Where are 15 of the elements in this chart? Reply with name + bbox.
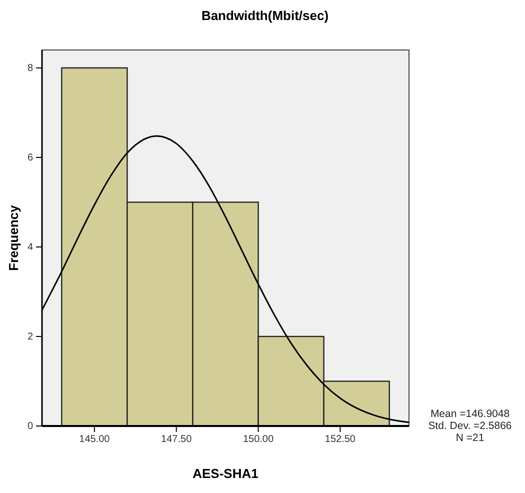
y-tick-label: 6 [27,152,34,164]
text: Std. Dev. =2.5866 [428,420,512,432]
x-axis-title: AES-SHA1 [192,466,258,481]
y-tick-label: 2 [27,332,34,343]
y-tick-label: 4 [27,242,34,254]
x-tick-label: 152.50 [324,434,356,446]
y-tick-label: 0 [27,421,34,432]
text: N =21 [456,432,484,444]
x-tick-label: 150.00 [242,434,274,446]
y-tick-label: 8 [27,63,34,74]
chart-title: Bandwidth(Mbit/sec) [201,8,329,23]
text: Mean =146.9048 [430,408,510,420]
x-tick-label: 147.50 [161,434,192,446]
y-axis-title: Frequency [6,204,21,271]
x-tick-label: 145.00 [79,434,110,446]
